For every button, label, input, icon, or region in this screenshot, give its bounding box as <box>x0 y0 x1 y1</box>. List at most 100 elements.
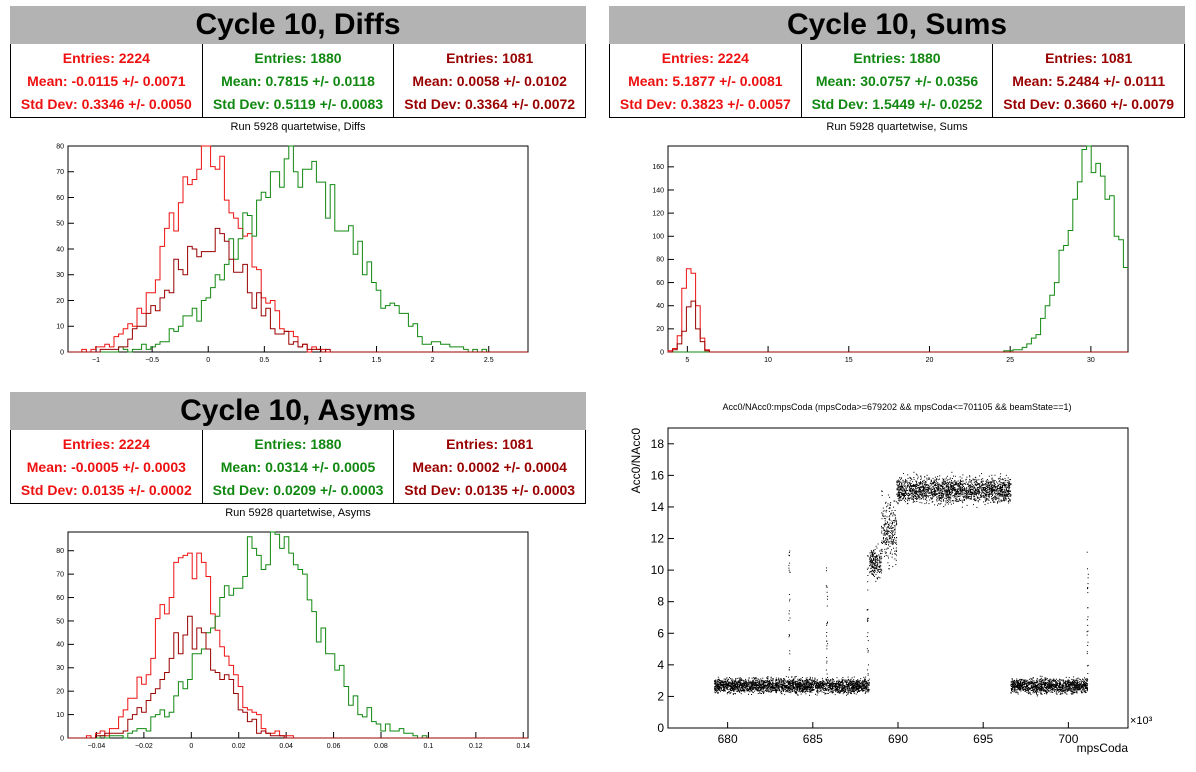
scatter-point <box>874 553 875 555</box>
scatter-point <box>853 690 855 692</box>
scatter-point <box>946 475 948 477</box>
scatter-point <box>840 690 842 692</box>
scatter-point <box>816 694 818 696</box>
scatter-point <box>724 688 726 690</box>
scatter-point <box>991 484 993 486</box>
scatter-point <box>807 685 809 687</box>
scatter-point <box>899 486 901 488</box>
scatter-point <box>872 569 874 571</box>
scatter-point <box>924 496 926 498</box>
scatter-point <box>763 681 765 683</box>
x-tick-label: 15 <box>845 357 853 364</box>
scatter-point <box>805 687 807 689</box>
scatter-point <box>896 521 897 523</box>
scatter-point <box>719 680 721 682</box>
scatter-point <box>807 690 809 692</box>
scatter-point <box>717 679 718 681</box>
scatter-point <box>980 478 982 480</box>
scatter-point <box>897 498 899 500</box>
x-tick-label: 0.12 <box>469 743 483 750</box>
scatter-point <box>920 481 921 483</box>
scatter-point <box>751 683 753 685</box>
scatter-point <box>891 520 893 522</box>
scatter-point <box>887 522 889 524</box>
scatter-point <box>985 487 987 489</box>
scatter-point <box>842 677 844 678</box>
scatter-point <box>735 678 737 680</box>
scatter-point <box>947 482 949 484</box>
scatter-point <box>732 687 734 689</box>
scatter-point <box>942 488 944 490</box>
scatter-point <box>896 501 898 503</box>
scatter-point <box>938 486 940 488</box>
scatter-point <box>913 471 915 473</box>
scatter-point <box>740 688 741 690</box>
scatter-point <box>788 688 790 690</box>
scatter-point <box>760 678 762 680</box>
scatter-point <box>982 480 984 482</box>
scatter-point <box>1003 496 1005 498</box>
scatter-point <box>739 677 741 679</box>
scatter-point <box>730 685 732 687</box>
scatter-point <box>834 683 836 685</box>
scatter-point <box>798 684 800 685</box>
scatter-point <box>904 481 906 483</box>
scatter-point <box>750 688 752 690</box>
scatter-point <box>942 480 944 482</box>
scatter-point <box>746 685 748 687</box>
scatter-point <box>920 498 922 500</box>
scatter-point <box>774 682 776 684</box>
scatter-point <box>949 499 951 501</box>
scatter-point <box>850 691 852 693</box>
scatter-point <box>744 685 746 687</box>
scatter-point <box>871 559 872 561</box>
scatter-point <box>907 484 909 486</box>
scatter-point <box>758 684 760 686</box>
scatter-point <box>752 688 754 690</box>
scatter-point <box>924 498 926 500</box>
scatter-point <box>811 684 813 686</box>
scatter-point <box>858 686 860 688</box>
scatter-point <box>826 680 828 682</box>
scatter-point <box>838 689 840 691</box>
scatter-point <box>938 487 940 489</box>
scatter-point <box>735 687 737 689</box>
scatter-point <box>904 490 906 491</box>
scatter-point <box>969 481 971 483</box>
scatter-point <box>948 496 950 498</box>
scatter-point <box>762 684 764 686</box>
scatter-point <box>938 485 940 486</box>
scatter-point <box>726 693 728 695</box>
scatter-point <box>892 527 893 529</box>
scatter-point <box>870 559 872 561</box>
scatter-cluster-3 <box>881 490 898 571</box>
scatter-point <box>959 487 960 489</box>
scatter-point <box>1006 484 1008 486</box>
scatter-point <box>929 488 931 490</box>
scatter-point <box>999 486 1001 488</box>
scatter-point <box>892 515 894 517</box>
scatter-point <box>870 568 872 569</box>
scatter-point <box>841 688 843 690</box>
scatter-point <box>748 681 750 683</box>
scatter-point <box>925 484 927 486</box>
scatter-point <box>842 679 844 681</box>
scatter-point <box>798 679 800 681</box>
scatter-point <box>842 685 844 687</box>
scatter-point <box>737 687 739 689</box>
scatter-point <box>744 690 745 691</box>
scatter-point <box>722 680 724 682</box>
scatter-point <box>894 528 896 530</box>
scatter-point <box>872 574 874 576</box>
scatter-point <box>779 689 781 691</box>
scatter-point <box>737 683 739 685</box>
scatter-point <box>938 496 940 498</box>
scatter-point <box>908 490 910 492</box>
scatter-point <box>789 690 791 691</box>
scatter-point <box>959 490 961 492</box>
scatter-point <box>794 687 796 688</box>
scatter-point <box>874 556 876 558</box>
scatter-point <box>903 489 905 491</box>
scatter-point <box>728 689 730 691</box>
scatter-point <box>861 687 863 689</box>
